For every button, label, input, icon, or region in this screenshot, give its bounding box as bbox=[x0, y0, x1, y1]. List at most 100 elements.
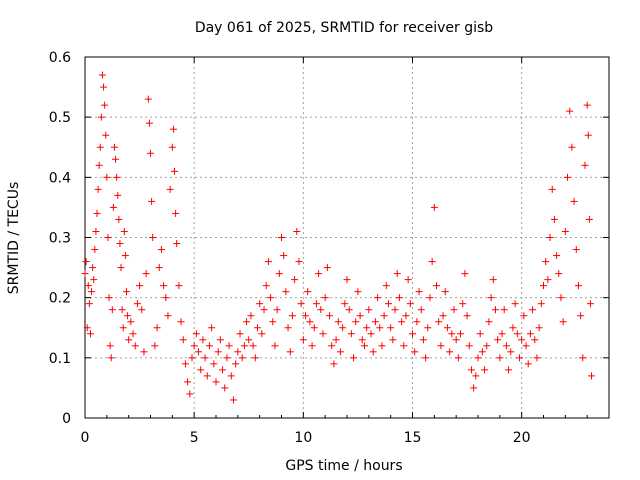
data-point bbox=[352, 318, 360, 326]
data-point bbox=[400, 342, 408, 350]
y-tick-label: 0.4 bbox=[49, 170, 71, 186]
data-point bbox=[105, 294, 113, 302]
data-point bbox=[413, 318, 421, 326]
data-point bbox=[124, 312, 132, 320]
data-point bbox=[443, 324, 451, 332]
data-point bbox=[197, 366, 205, 374]
data-point bbox=[108, 306, 116, 314]
data-point bbox=[116, 240, 124, 248]
data-point bbox=[225, 342, 233, 350]
data-point bbox=[542, 258, 550, 266]
data-point bbox=[153, 324, 161, 332]
data-point bbox=[367, 330, 375, 338]
data-point bbox=[577, 312, 585, 320]
data-point bbox=[157, 246, 165, 254]
data-point bbox=[184, 378, 192, 386]
data-point bbox=[476, 330, 484, 338]
data-point bbox=[101, 101, 109, 109]
data-point bbox=[524, 360, 532, 368]
y-tick-label: 0 bbox=[62, 411, 71, 427]
data-point bbox=[321, 294, 329, 302]
data-point bbox=[164, 312, 172, 320]
data-point bbox=[188, 354, 196, 362]
data-point bbox=[107, 354, 115, 362]
data-point bbox=[88, 288, 96, 296]
data-point bbox=[140, 348, 148, 356]
data-point bbox=[553, 252, 561, 260]
data-point bbox=[144, 95, 152, 103]
data-point bbox=[86, 330, 94, 338]
data-point bbox=[149, 234, 157, 241]
data-point bbox=[391, 306, 399, 314]
data-point bbox=[409, 330, 416, 338]
data-point bbox=[110, 143, 118, 151]
data-point bbox=[249, 342, 257, 350]
data-point bbox=[537, 300, 545, 308]
data-point bbox=[293, 227, 301, 235]
data-point bbox=[145, 119, 153, 127]
data-point bbox=[95, 161, 103, 169]
y-tick-label: 0.3 bbox=[49, 231, 71, 247]
data-point bbox=[557, 294, 565, 302]
data-point bbox=[175, 282, 183, 290]
data-point bbox=[227, 372, 235, 380]
data-point bbox=[119, 324, 127, 332]
data-point bbox=[470, 384, 478, 392]
data-point bbox=[540, 282, 547, 290]
data-point bbox=[106, 342, 114, 350]
data-point bbox=[89, 264, 97, 272]
data-point bbox=[258, 330, 266, 338]
data-point bbox=[122, 288, 130, 296]
data-point bbox=[428, 258, 436, 266]
data-point bbox=[243, 318, 251, 326]
data-point bbox=[96, 143, 104, 151]
data-point bbox=[404, 276, 412, 284]
data-point bbox=[102, 131, 110, 139]
data-point bbox=[109, 203, 117, 211]
data-point bbox=[82, 258, 90, 266]
data-point bbox=[112, 155, 120, 163]
data-point bbox=[291, 276, 299, 284]
data-point bbox=[115, 215, 123, 223]
data-point bbox=[585, 215, 593, 223]
x-tick-label: 0 bbox=[81, 430, 90, 446]
data-point bbox=[435, 318, 443, 326]
data-point bbox=[168, 143, 176, 151]
data-point bbox=[273, 306, 281, 314]
data-point bbox=[500, 306, 508, 314]
data-point bbox=[437, 342, 445, 350]
data-point bbox=[586, 300, 594, 308]
data-point bbox=[498, 330, 506, 338]
x-tick-label: 10 bbox=[294, 430, 312, 446]
data-point bbox=[269, 318, 277, 326]
data-point bbox=[588, 372, 596, 380]
data-point bbox=[100, 83, 108, 91]
data-point bbox=[201, 354, 209, 362]
data-point bbox=[162, 294, 170, 302]
data-point bbox=[535, 324, 543, 332]
data-point bbox=[332, 336, 340, 344]
data-point bbox=[229, 396, 237, 404]
data-point bbox=[181, 360, 189, 368]
data-point bbox=[179, 336, 187, 344]
data-point bbox=[323, 264, 331, 272]
data-point bbox=[376, 324, 384, 332]
data-point bbox=[417, 306, 425, 314]
data-point bbox=[533, 354, 541, 362]
data-point bbox=[169, 125, 177, 133]
data-point bbox=[125, 336, 133, 344]
data-point bbox=[526, 330, 534, 338]
data-point bbox=[98, 71, 106, 79]
data-point bbox=[461, 270, 469, 278]
data-point bbox=[513, 330, 521, 338]
data-point bbox=[315, 270, 323, 278]
data-point bbox=[430, 203, 438, 211]
data-point bbox=[483, 342, 491, 350]
data-point bbox=[491, 306, 499, 314]
data-point bbox=[511, 300, 519, 308]
data-point bbox=[288, 312, 296, 320]
data-point bbox=[505, 366, 513, 374]
data-point bbox=[369, 348, 377, 356]
data-point bbox=[531, 336, 539, 344]
